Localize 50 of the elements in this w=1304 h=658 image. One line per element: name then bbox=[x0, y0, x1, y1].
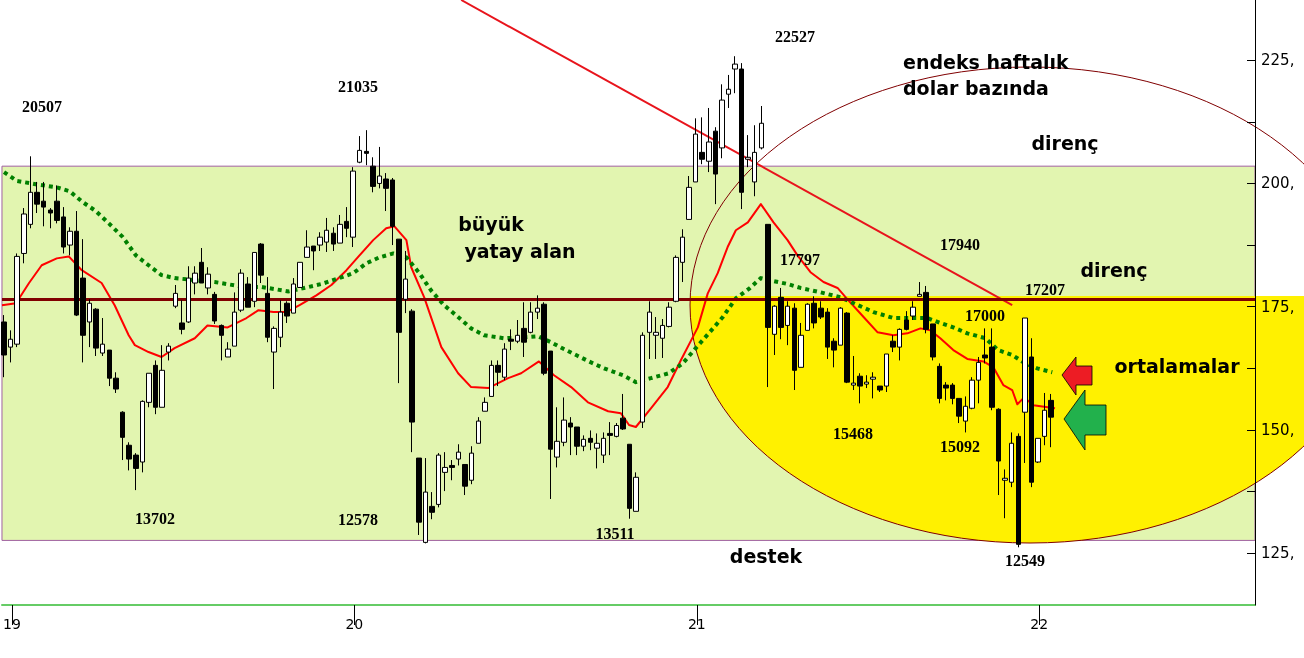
x-tick-label: 19 bbox=[2, 616, 21, 632]
x-tick-label: 20 bbox=[345, 616, 364, 632]
candlestick bbox=[120, 410, 125, 461]
annotation: 12578 bbox=[338, 510, 378, 528]
annotation: 21035 bbox=[338, 77, 378, 95]
x-tick-label: 22 bbox=[1030, 616, 1049, 632]
y-tick-label: 175, bbox=[1261, 297, 1295, 316]
candlestick bbox=[173, 284, 178, 309]
candlestick bbox=[166, 342, 171, 361]
candlestick bbox=[996, 407, 1001, 496]
annotation: 13511 bbox=[595, 524, 635, 542]
candlestick bbox=[232, 291, 237, 347]
candlestick bbox=[456, 443, 461, 466]
annotation: 13702 bbox=[135, 509, 175, 527]
candlestick bbox=[640, 331, 645, 429]
annotation: direnç bbox=[1031, 132, 1099, 154]
candlestick bbox=[588, 429, 593, 451]
candlestick bbox=[904, 310, 909, 331]
y-tick-label: 225, bbox=[1261, 51, 1295, 70]
annotation: 15468 bbox=[833, 424, 873, 442]
annotation: 22527 bbox=[775, 27, 815, 45]
annotation: 12549 bbox=[1005, 551, 1045, 569]
candlestick bbox=[219, 323, 224, 361]
annotation: 15092 bbox=[940, 437, 980, 455]
candlestick bbox=[409, 308, 415, 453]
annotation: 17207 bbox=[1025, 280, 1065, 298]
candlestick bbox=[1016, 432, 1021, 548]
candlestick bbox=[759, 105, 764, 150]
annotation: destek bbox=[729, 545, 803, 567]
y-tick-label: 150, bbox=[1261, 420, 1295, 439]
annotation: yatay alan bbox=[464, 240, 576, 262]
candlestick bbox=[686, 175, 692, 220]
annotation: 17940 bbox=[940, 235, 980, 253]
annotation: büyük bbox=[458, 213, 525, 235]
annotation: 20507 bbox=[22, 97, 62, 115]
candlestick bbox=[870, 371, 876, 399]
candlestick bbox=[364, 129, 369, 166]
candlestick bbox=[357, 135, 362, 164]
x-tick-label: 21 bbox=[687, 616, 706, 632]
annotation: 17000 bbox=[965, 306, 1005, 324]
candlestick bbox=[212, 291, 217, 325]
candlestick bbox=[910, 300, 916, 321]
annotation: ortalamalar bbox=[1114, 355, 1241, 377]
y-tick-label: 200, bbox=[1261, 174, 1295, 193]
candlestick bbox=[482, 396, 488, 412]
candlestick bbox=[476, 416, 481, 444]
candlestick bbox=[225, 341, 231, 358]
annotation: direnç bbox=[1080, 259, 1148, 281]
candlestick bbox=[726, 74, 731, 109]
y-tick-label: 125, bbox=[1261, 544, 1295, 563]
